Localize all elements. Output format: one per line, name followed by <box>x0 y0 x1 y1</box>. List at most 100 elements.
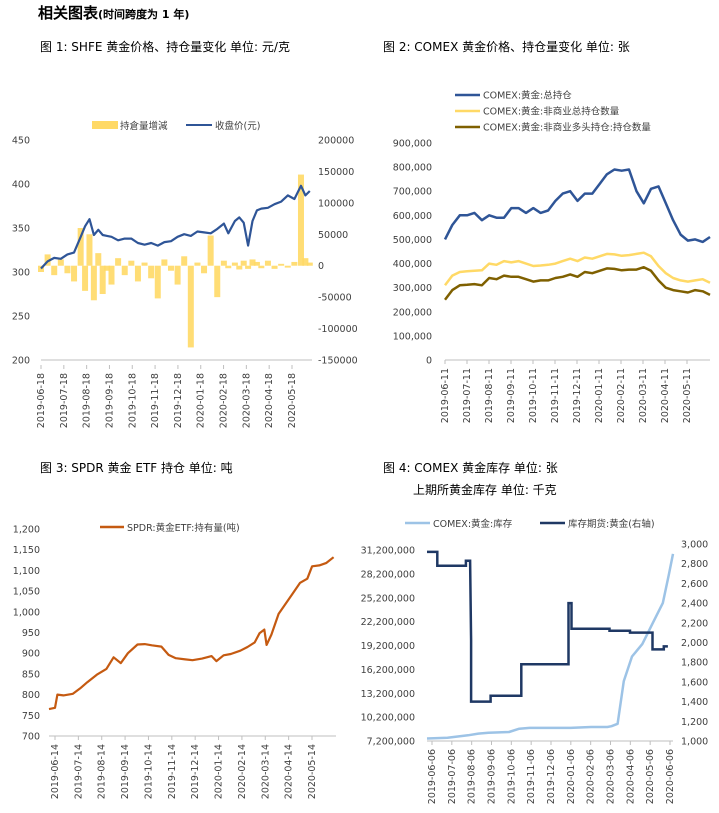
c1-bar <box>86 234 93 266</box>
chart-comex-positions: 900,000 800,000 700,000 600,000 500,000 400,0… <box>393 90 711 423</box>
c3-y-tick: 800 <box>22 690 40 701</box>
c1-bar <box>181 256 188 266</box>
c1-bar <box>104 265 111 271</box>
c1-x-tick: 2019-08-18 <box>82 373 93 428</box>
c1-bar <box>77 228 84 266</box>
chart-shfe: 450 400 350 300 250 200 200000 150000 100000 5000… <box>12 120 358 428</box>
c4-line-comex-inventory <box>426 553 675 740</box>
c1-bar <box>278 263 285 266</box>
c3-y-tick: 700 <box>22 732 40 743</box>
c4-y2-tick: 2,000 <box>681 638 708 649</box>
c1-bar <box>240 260 247 266</box>
c1-bar <box>99 265 106 294</box>
c3-x-tick: 2019-10-14 <box>143 744 154 799</box>
c1-bar <box>264 260 271 266</box>
c1-y2-tick: -100000 <box>318 324 358 335</box>
c1-bar <box>271 265 278 269</box>
c2-x-tick: 2020-04-11 <box>660 368 671 423</box>
c1-bar <box>51 265 58 276</box>
page-heading: 相关图表(时间跨度为 1 年) <box>38 2 189 23</box>
c1-bar <box>253 261 260 266</box>
c2-line-series-1 <box>443 168 711 244</box>
c3-y-tick: 850 <box>22 669 40 680</box>
c1-bar <box>258 265 265 269</box>
c4-y2-tick: 1,800 <box>681 658 708 669</box>
c2-y-tick: 0 <box>426 356 432 367</box>
c2-x-tick: 2019-10-11 <box>528 368 539 423</box>
c4-legend-left: COMEX:黄金:库存 <box>433 518 513 530</box>
c3-x-tick: 2020-05-14 <box>307 744 318 799</box>
c1-y2-tick: -50000 <box>318 293 352 304</box>
c1-x-tick: 2020-01-18 <box>196 373 207 428</box>
c1-bar <box>128 260 135 266</box>
c1-line-close-price <box>40 184 311 270</box>
c1-x-tick: 2020-03-18 <box>241 373 252 428</box>
c2-y-tick: 200,000 <box>393 307 432 318</box>
c3-x-tick: 2020-02-14 <box>237 744 248 799</box>
c2-legend-entry: COMEX:黄金:非商业总持仓数量 <box>483 106 620 118</box>
c3-x-tick: 2019-12-14 <box>190 744 201 799</box>
panel-title-2: 图 2: COMEX 黄金价格、持仓量变化 单位: 张 <box>383 40 630 54</box>
c4-y2-tick: 1,200 <box>681 717 708 728</box>
c1-y2-tick: 50000 <box>318 230 348 241</box>
c2-x-tick: 2020-05-11 <box>682 368 693 423</box>
c1-bar <box>141 262 148 266</box>
c1-bar <box>134 265 141 282</box>
c4-y2-tick: 2,400 <box>681 599 708 610</box>
c4-x-tick: 2019-07-06 <box>447 749 458 804</box>
c1-bar <box>174 265 181 285</box>
c1-legend-line: 收盘价(元) <box>215 120 260 132</box>
c1-bar <box>38 265 44 272</box>
c1-y2-tick: 150000 <box>318 167 354 178</box>
c1-bar <box>249 259 256 266</box>
c4-x-tick: 2019-06-06 <box>427 749 438 804</box>
c2-y-tick: 600,000 <box>393 211 432 222</box>
c4-x-tick: 2020-05-06 <box>645 749 656 804</box>
c1-x-tick: 2019-06-18 <box>36 373 47 428</box>
c1-bar <box>64 265 71 274</box>
c1-bar <box>236 265 243 270</box>
c2-y-tick: 900,000 <box>393 139 432 150</box>
c4-y-tick: 31,200,000 <box>361 546 415 557</box>
c2-y-tick: 500,000 <box>393 235 432 246</box>
c1-bar <box>115 258 122 266</box>
c1-y-tick: 300 <box>12 268 30 279</box>
c4-x-tick: 2019-12-06 <box>546 749 557 804</box>
c2-legend-entry: COMEX:黄金:总持仓 <box>483 90 572 102</box>
c2-x-tick: 2020-02-11 <box>616 368 627 423</box>
c4-y-tick: 7,200,000 <box>367 737 415 748</box>
c1-y2-tick: 200000 <box>318 136 354 147</box>
c1-x-tick: 2020-02-18 <box>219 373 230 428</box>
c1-bar <box>95 253 102 266</box>
c1-legend-bar: 持倉量增減 <box>120 120 168 132</box>
c3-x-tick: 2020-04-14 <box>284 744 295 799</box>
c4-y2-tick: 2,200 <box>681 618 708 629</box>
c1-bar <box>57 259 64 266</box>
heading-sub: (时间跨度为 1 年) <box>98 8 190 21</box>
c1-bar <box>225 265 232 269</box>
c4-line-shfe-inventory <box>427 550 668 703</box>
c1-x-tick: 2020-05-18 <box>287 373 298 428</box>
c4-y2-tick: 1,400 <box>681 697 708 708</box>
c1-bar <box>291 261 298 266</box>
c1-bar <box>71 265 78 282</box>
c4-x-tick: 2019-10-06 <box>506 749 517 804</box>
c3-y-tick: 1,100 <box>13 566 40 577</box>
c3-y-tick: 1,200 <box>13 525 40 536</box>
c4-legend-right: 库存期货:黄金(右轴) <box>568 518 655 530</box>
c4-x-tick: 2020-02-06 <box>586 749 597 804</box>
panel-title-4a: 图 4: COMEX 黄金库存 单位: 张 <box>383 461 558 475</box>
c1-bar <box>44 254 51 266</box>
c1-y-tick: 350 <box>12 224 30 235</box>
c1-bar <box>220 260 227 266</box>
c1-y2-tick: 100000 <box>318 198 354 209</box>
c1-y2-tick: -150000 <box>318 356 358 367</box>
chart-comex-inventory: 31,200,000 28,200,000 25,200,000 22,200,000… <box>361 518 709 804</box>
c3-y-tick: 900 <box>22 649 40 660</box>
c2-x-tick: 2019-07-11 <box>462 368 473 423</box>
c2-x-tick: 2019-12-11 <box>572 368 583 423</box>
c3-x-tick: 2019-09-14 <box>120 744 131 799</box>
c3-y-tick: 1,050 <box>13 587 40 598</box>
c2-y-tick: 700,000 <box>393 187 432 198</box>
